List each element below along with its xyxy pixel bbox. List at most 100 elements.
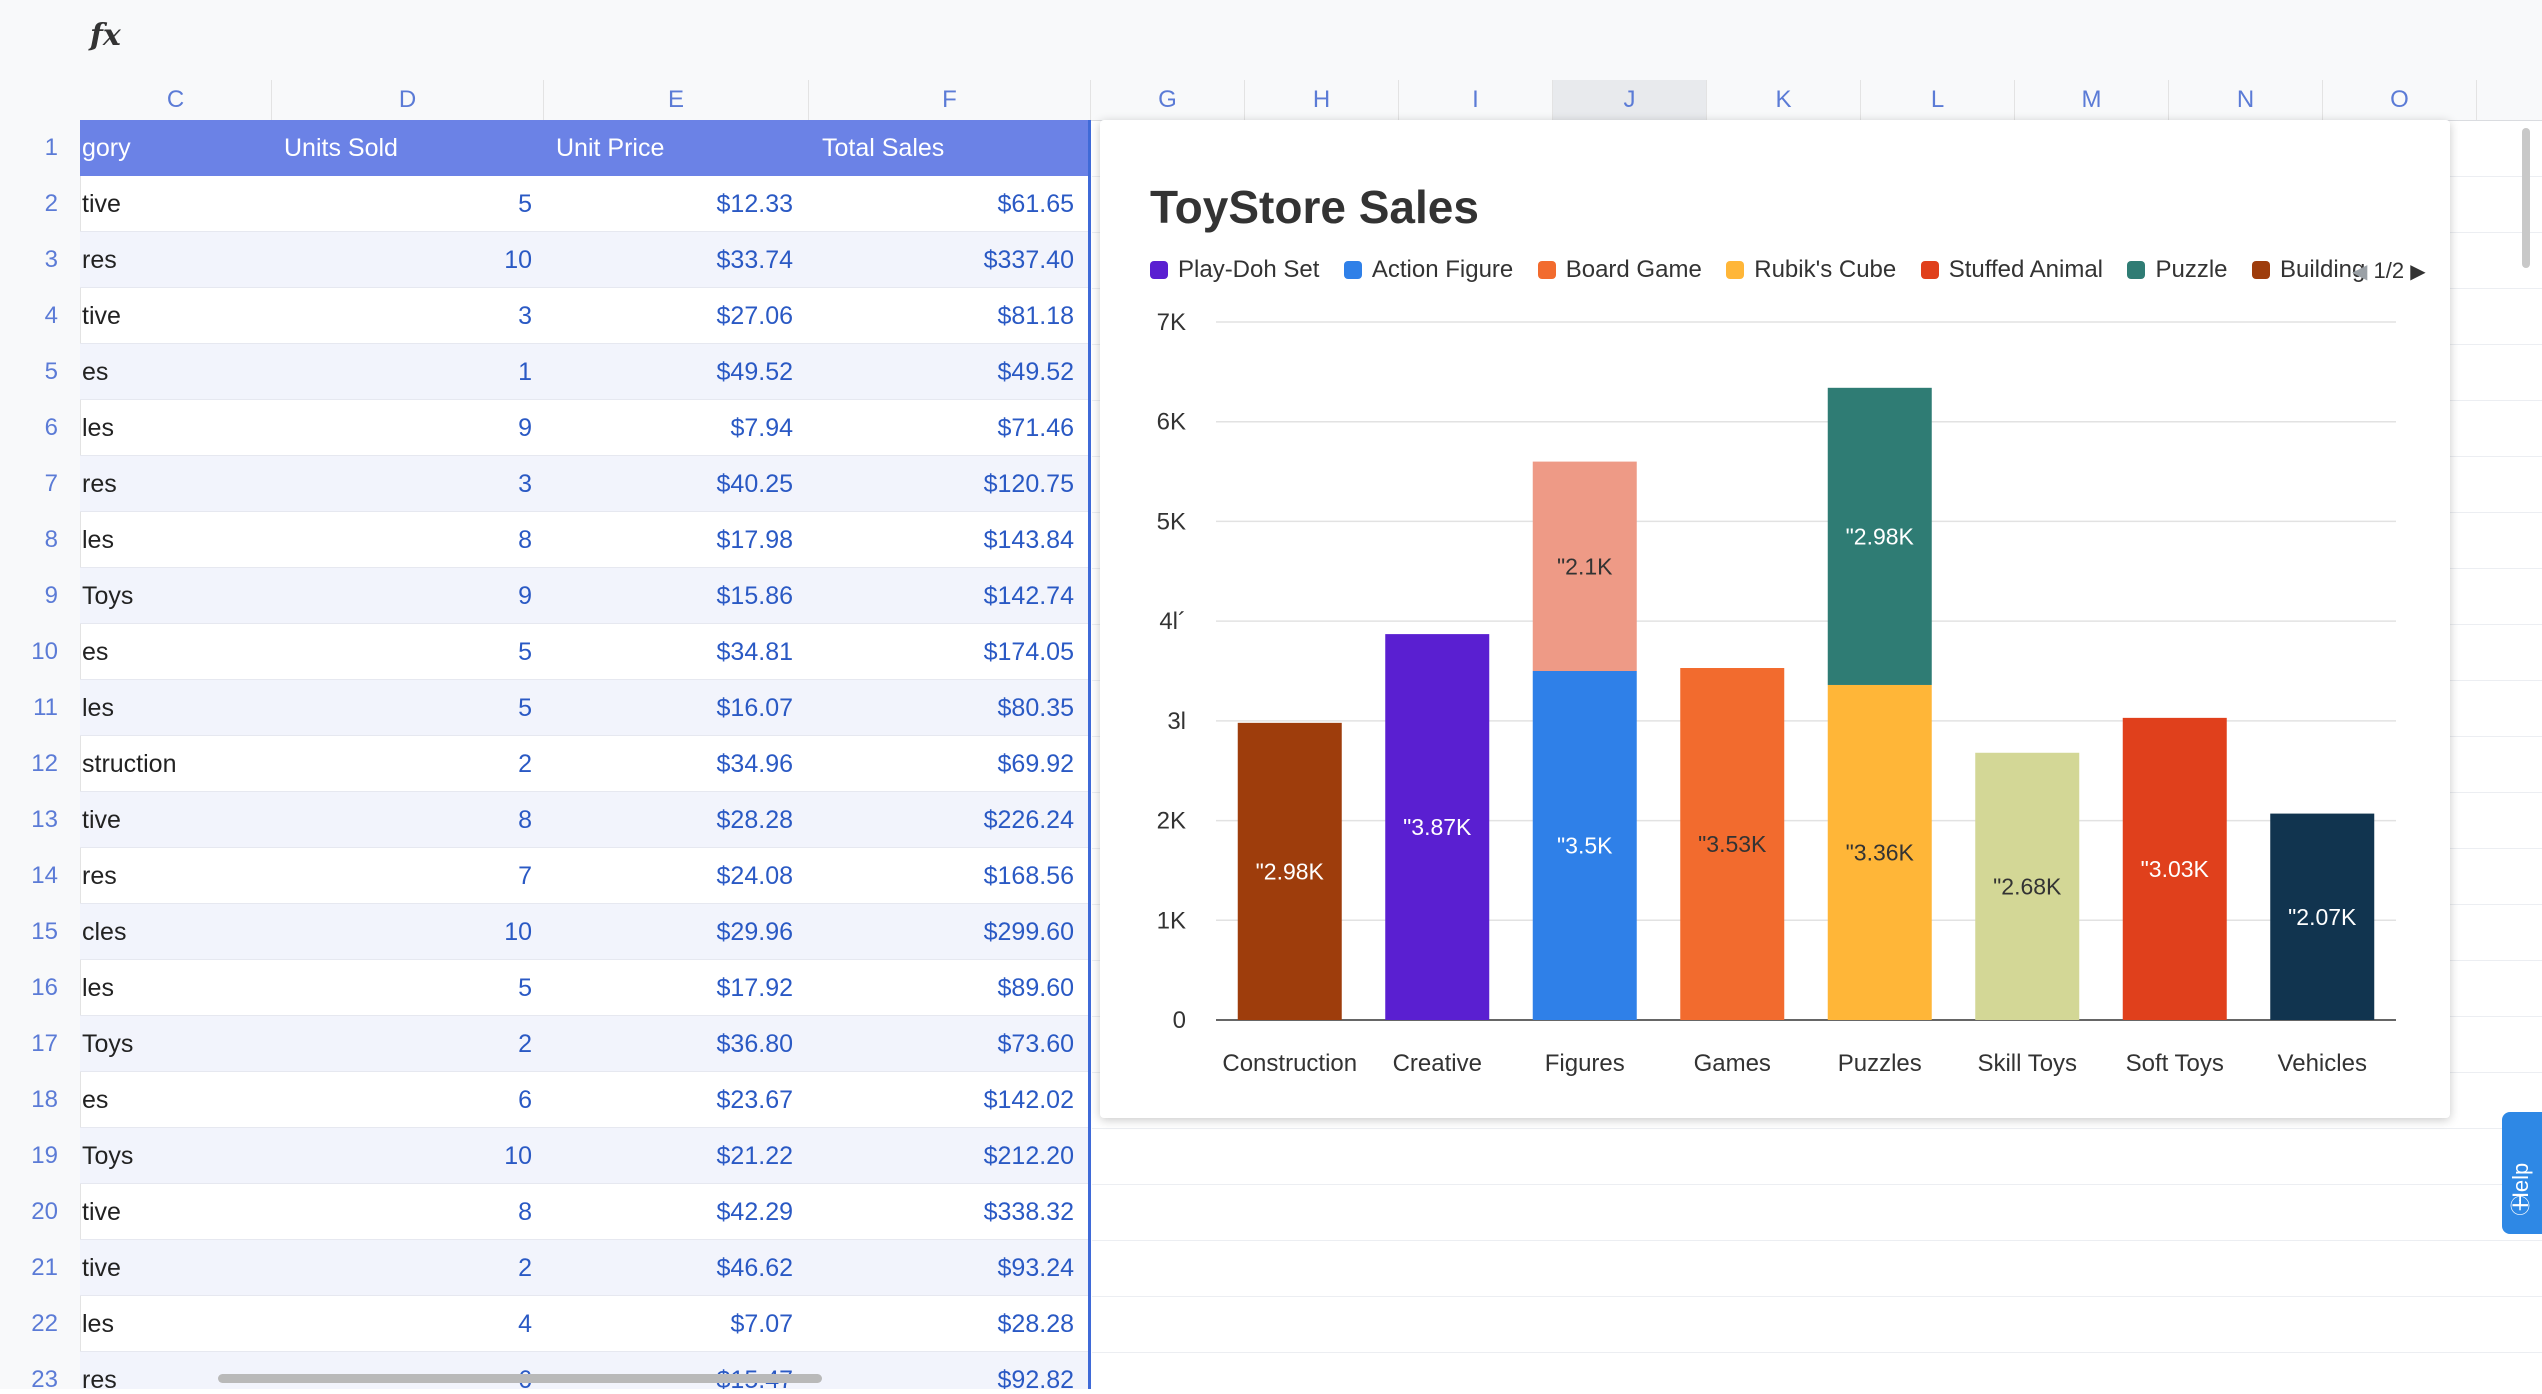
row-number[interactable]: 4 <box>44 302 58 329</box>
column-header-k[interactable]: K <box>1707 80 1861 120</box>
category-cell[interactable]: les <box>82 414 114 442</box>
row-number[interactable]: 23 <box>31 1366 58 1393</box>
units-cell[interactable]: 9 <box>518 414 532 442</box>
category-cell[interactable]: Toys <box>82 582 134 610</box>
price-cell[interactable]: $42.29 <box>716 1198 793 1226</box>
category-cell[interactable]: les <box>82 526 114 554</box>
total-cell[interactable]: $338.32 <box>983 1198 1074 1226</box>
total-cell[interactable]: $73.60 <box>997 1030 1074 1058</box>
price-cell[interactable]: $15.86 <box>716 582 793 610</box>
row-number[interactable]: 3 <box>44 246 58 273</box>
total-cell[interactable]: $81.18 <box>997 302 1074 330</box>
category-cell[interactable]: es <box>82 638 109 666</box>
row-number[interactable]: 21 <box>31 1254 58 1281</box>
row-number[interactable]: 19 <box>31 1142 58 1169</box>
row-number[interactable]: 9 <box>44 582 58 609</box>
price-cell[interactable]: $7.94 <box>730 414 793 442</box>
column-header-i[interactable]: I <box>1399 80 1553 120</box>
header-category[interactable]: gory <box>82 134 131 162</box>
units-cell[interactable]: 8 <box>518 1198 532 1226</box>
category-cell[interactable]: Toys <box>82 1142 134 1170</box>
price-cell[interactable]: $17.92 <box>716 974 793 1002</box>
price-cell[interactable]: $15.47 <box>545 1352 793 1389</box>
total-cell[interactable]: $80.35 <box>997 694 1074 722</box>
column-header-l[interactable]: L <box>1861 80 2015 120</box>
units-cell[interactable]: 10 <box>504 246 532 274</box>
column-header-j[interactable]: J <box>1553 80 1707 120</box>
horizontal-scrollbar[interactable] <box>218 1374 822 1383</box>
formula-bar[interactable]: fx <box>0 0 2542 81</box>
units-cell[interactable]: 5 <box>518 190 532 218</box>
category-cell[interactable]: tive <box>82 302 121 330</box>
row-number[interactable]: 18 <box>31 1086 58 1113</box>
pager-next-icon[interactable]: ▶ <box>2410 261 2426 283</box>
price-cell[interactable]: $29.96 <box>716 918 793 946</box>
units-cell[interactable]: 2 <box>518 1254 532 1282</box>
category-cell[interactable]: res <box>82 470 117 498</box>
total-cell[interactable]: $89.60 <box>997 974 1074 1002</box>
units-cell[interactable]: 8 <box>518 806 532 834</box>
row-number[interactable]: 17 <box>31 1030 58 1057</box>
header-total-sales[interactable]: Total Sales <box>822 134 945 162</box>
total-cell[interactable]: $142.74 <box>983 582 1074 610</box>
units-cell[interactable]: 5 <box>518 638 532 666</box>
column-header-n[interactable]: N <box>2169 80 2323 120</box>
header-unit-price[interactable]: Unit Price <box>556 134 665 162</box>
category-cell[interactable]: tive <box>82 1198 121 1226</box>
column-header-h[interactable]: H <box>1245 80 1399 120</box>
price-cell[interactable]: $7.07 <box>730 1310 793 1338</box>
column-header-d[interactable]: D <box>272 80 544 120</box>
row-number[interactable]: 22 <box>31 1310 58 1337</box>
legend-item[interactable]: Action Figure <box>1343 256 1513 284</box>
row-number[interactable]: 14 <box>31 862 58 889</box>
pager-prev-icon[interactable]: ◀ <box>2352 261 2368 283</box>
price-cell[interactable]: $33.74 <box>716 246 793 274</box>
price-cell[interactable]: $27.06 <box>716 302 793 330</box>
help-button[interactable]: ⓘ Help <box>2502 1112 2542 1234</box>
row-number[interactable]: 20 <box>31 1198 58 1225</box>
category-cell[interactable]: res <box>82 1366 117 1389</box>
price-cell[interactable]: $36.80 <box>716 1030 793 1058</box>
category-cell[interactable]: tive <box>82 1254 121 1282</box>
units-cell[interactable]: 3 <box>518 470 532 498</box>
price-cell[interactable]: $16.07 <box>716 694 793 722</box>
row-number[interactable]: 10 <box>31 638 58 665</box>
units-cell[interactable]: 2 <box>518 750 532 778</box>
total-cell[interactable]: $174.05 <box>983 638 1074 666</box>
legend-item[interactable]: Building <box>2251 256 2365 284</box>
legend-item[interactable]: Board Game <box>1537 256 1702 284</box>
total-cell[interactable]: $168.56 <box>983 862 1074 890</box>
row-number[interactable]: 5 <box>44 358 58 385</box>
total-cell[interactable]: $226.24 <box>983 806 1074 834</box>
header-units-sold[interactable]: Units Sold <box>284 134 398 162</box>
units-cell[interactable]: 9 <box>518 582 532 610</box>
row-number[interactable]: 13 <box>31 806 58 833</box>
column-header-o[interactable]: O <box>2323 80 2477 120</box>
row-number[interactable]: 6 <box>44 414 58 441</box>
row-number[interactable]: 11 <box>33 694 58 721</box>
units-cell[interactable]: 1 <box>518 358 532 386</box>
total-cell[interactable]: $28.28 <box>997 1310 1074 1338</box>
total-cell[interactable]: $212.20 <box>983 1142 1074 1170</box>
total-cell[interactable]: $299.60 <box>983 918 1074 946</box>
category-cell[interactable]: res <box>82 862 117 890</box>
units-cell[interactable]: 5 <box>518 974 532 1002</box>
price-cell[interactable]: $21.22 <box>716 1142 793 1170</box>
category-cell[interactable]: cles <box>82 918 127 946</box>
legend-item[interactable]: Puzzle <box>2127 256 2228 284</box>
row-number[interactable]: 7 <box>44 470 58 497</box>
legend-item[interactable]: Rubik's Cube <box>1726 256 1896 284</box>
category-cell[interactable]: es <box>82 358 109 386</box>
price-cell[interactable]: $24.08 <box>716 862 793 890</box>
total-cell[interactable]: $143.84 <box>983 526 1074 554</box>
column-header-g[interactable]: G <box>1091 80 1245 120</box>
price-cell[interactable]: $23.67 <box>716 1086 793 1114</box>
price-cell[interactable]: $17.98 <box>716 526 793 554</box>
price-cell[interactable]: $46.62 <box>716 1254 793 1282</box>
column-header-c[interactable]: C <box>80 80 272 120</box>
total-cell[interactable]: $93.24 <box>997 1254 1074 1282</box>
vertical-scrollbar[interactable] <box>2522 128 2530 268</box>
total-cell[interactable]: $120.75 <box>983 470 1074 498</box>
total-cell[interactable]: $92.82 <box>997 1366 1074 1389</box>
units-cell[interactable]: 6 <box>518 1086 532 1114</box>
